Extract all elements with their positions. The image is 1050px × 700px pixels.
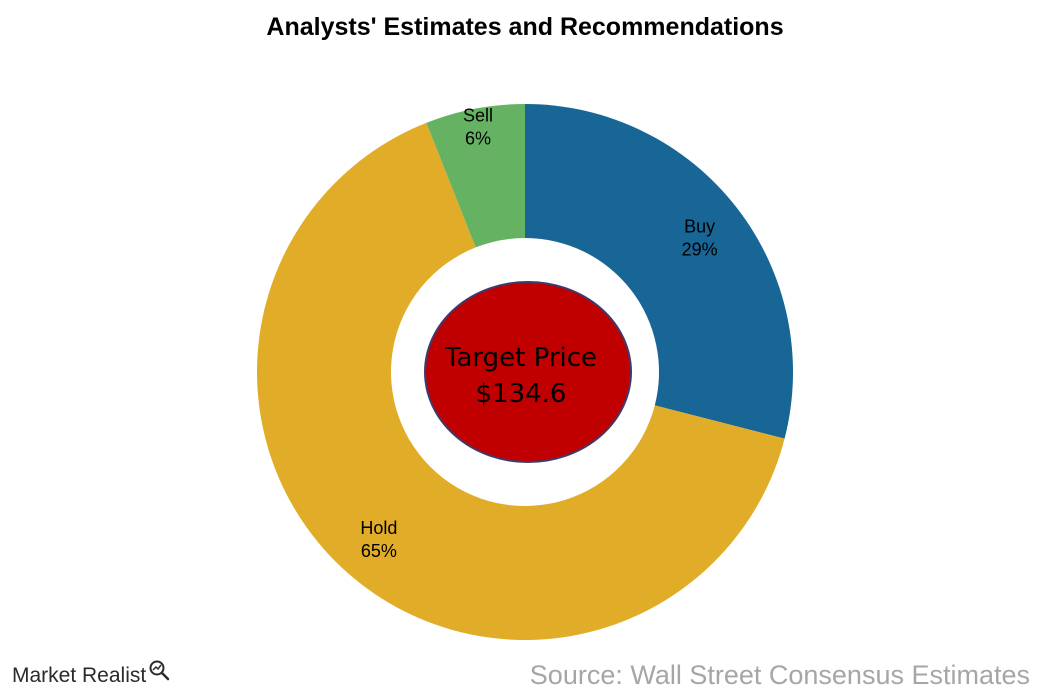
center-value: $134.6	[476, 379, 567, 409]
source-note: Source: Wall Street Consensus Estimates	[529, 660, 1030, 690]
brand-name: Market Realist	[12, 664, 147, 687]
slices-group	[256, 104, 793, 641]
center-badge: Target Price $134.6	[424, 281, 632, 463]
slice-value-buy: 29%	[682, 240, 718, 260]
slice-value-hold: 65%	[361, 541, 397, 561]
slice-label-hold: Hold	[360, 518, 397, 538]
center-badge-ellipse	[424, 281, 632, 463]
slice-sell	[426, 104, 525, 248]
slice-label-buy: Buy	[684, 217, 715, 237]
slice-hold	[256, 122, 785, 641]
slice-value-sell: 6%	[465, 128, 491, 148]
slice-labels-group: Buy 29% Hold 65% Sell 6%	[360, 105, 717, 560]
brand-logo: Market Realist	[12, 660, 170, 688]
chart-title: Analysts' Estimates and Recommendations	[266, 13, 784, 41]
slice-label-sell: Sell	[463, 105, 493, 125]
magnifier-chart-icon	[148, 659, 170, 681]
center-label: Target Price	[444, 343, 597, 373]
slice-buy	[525, 104, 793, 439]
